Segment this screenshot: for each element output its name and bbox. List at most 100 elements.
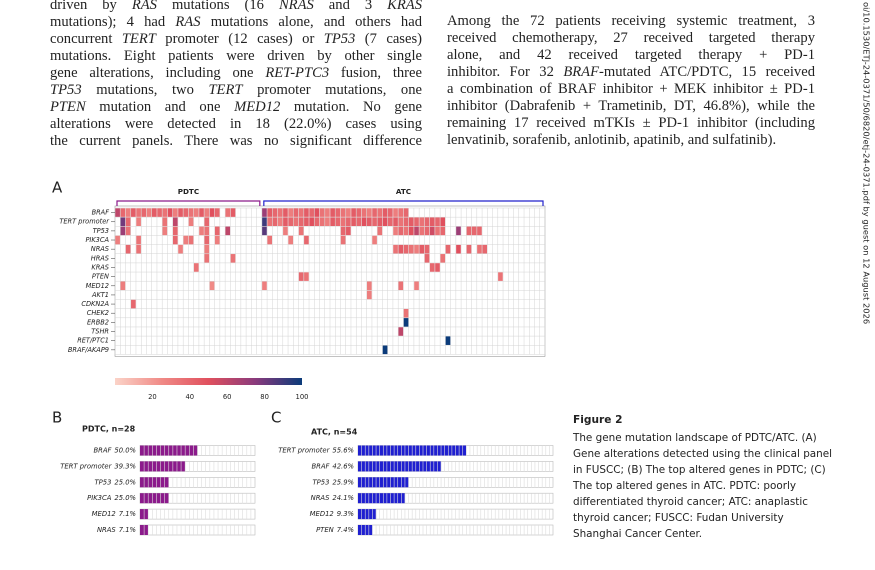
heatmap-cell [115, 208, 120, 217]
caption-line: thyroid cancer; FUSCC: Fudan University [573, 512, 784, 524]
heatmap-cell [267, 208, 273, 217]
value-label: 7.1% [119, 510, 136, 518]
text-run: driven by [50, 0, 132, 13]
bar-label: NRAS 7.1% [97, 526, 136, 534]
heatmap-cell [424, 254, 430, 263]
heatmap-cell [162, 208, 168, 217]
text-run: Among the 72 patients receiving systemic… [447, 13, 815, 29]
heatmap-cell [377, 208, 383, 217]
heatmap-cell [456, 244, 461, 254]
category-label: TP53 [95, 478, 112, 486]
heatmap-cell [230, 254, 236, 263]
colorbar-tick-label: 40 [185, 393, 194, 401]
heatmap-cell [387, 208, 393, 217]
heatmap-cell [445, 336, 451, 345]
heatmap-cell [372, 208, 377, 217]
heatmap-cell [136, 217, 141, 226]
heatmap-cell [136, 244, 141, 254]
panel-label: C [271, 409, 281, 427]
text-line: lenvatinib, sorafenib, anlotinib, apatin… [447, 132, 815, 149]
heatmap-cell [152, 208, 157, 217]
heatmap-cell [414, 217, 419, 226]
heatmap-cell [393, 217, 398, 226]
chart-title: ATC, n=54 [311, 428, 358, 437]
text-run: alone, and 42 received targeted therapy … [447, 47, 815, 63]
bar-label: NRAS 24.1% [311, 494, 354, 502]
text-line: alterations were detected in 18 (22.0%) … [50, 116, 422, 133]
heatmap-cell [183, 235, 189, 245]
heatmap-cell [288, 217, 293, 226]
heatmap-cell [131, 208, 136, 217]
heatmap-cell [398, 281, 404, 291]
heatmap-cell [398, 226, 404, 236]
heatmap-cell [477, 244, 482, 254]
heatmap-cell [199, 226, 204, 236]
heatmap-cell [435, 226, 440, 236]
heatmap-cell [340, 217, 346, 226]
heatmap-cell [304, 217, 309, 226]
bar-label: BRAF 50.0% [93, 447, 136, 455]
heatmap-cell [403, 208, 409, 217]
italic-run: PTEN [50, 99, 86, 115]
text-run: concurrent [50, 31, 122, 47]
value-label: 55.6% [332, 447, 354, 455]
heatmap-cell [330, 208, 335, 217]
row-label: BRAF [92, 209, 110, 217]
text-run: -mutated ATC/PDTC, 15 received [599, 64, 815, 80]
heatmap-cell [435, 217, 440, 226]
heatmap-cell [214, 226, 220, 236]
heatmap-cell [204, 244, 210, 254]
heatmap-cell [277, 208, 283, 217]
heatmap-cell [262, 217, 267, 226]
row-label: BRAF/AKAP9 [68, 346, 109, 354]
heatmap-cell [172, 235, 178, 245]
text-line: concurrent TERT promoter (12 cases) or T… [50, 31, 422, 48]
heatmap-cell [298, 208, 304, 217]
heatmap-cell [340, 226, 346, 236]
italic-run: TERT [121, 31, 156, 47]
heatmap-cell [120, 217, 126, 226]
text-line: remaining 17 received mTKIs ± PD-1 inhib… [447, 115, 815, 132]
heatmap-cell [393, 244, 398, 254]
heatmap-cell [193, 263, 199, 272]
heatmap-cell [314, 217, 320, 226]
row-label: NRAS [91, 245, 109, 253]
panel-label: B [52, 409, 62, 427]
category-label: BRAF [93, 447, 111, 455]
group-bracket [116, 200, 261, 206]
italic-run: TP53 [50, 82, 82, 98]
heatmap-cell [125, 244, 131, 254]
category-label: PTEN [316, 526, 334, 534]
heatmap-cell [309, 208, 314, 217]
chart-title: PDTC, n=28 [82, 425, 136, 434]
italic-run: BRAF [563, 64, 599, 80]
heatmap-cell [146, 208, 152, 217]
text-line: Among the 72 patients receiving systemic… [447, 13, 815, 30]
row-label: TP53 [93, 227, 109, 235]
heatmap-cell [204, 208, 210, 217]
heatmap-cell [403, 308, 409, 318]
heatmap-cell [346, 208, 351, 217]
caption-line: The gene mutation landscape of PDTC/ATC.… [573, 432, 817, 444]
text-line: mutations); 4 had RAS mutations alone, a… [50, 14, 422, 31]
bar [140, 493, 169, 504]
colorbar-tick-label: 80 [260, 393, 269, 401]
italic-run: TP53 [323, 31, 356, 47]
category-label: BRAF [311, 462, 329, 470]
heatmap-cell [356, 208, 362, 217]
category-label: TERT promoter [278, 447, 330, 455]
heatmap-cell [330, 217, 335, 226]
heatmap-cell [125, 217, 131, 226]
value-label: 25.9% [332, 478, 354, 486]
row-label: KRAS [91, 263, 109, 271]
panel-label: A [52, 179, 63, 197]
text-line: a combination of BRAF inhibitor + MEK in… [447, 81, 815, 98]
category-label: PIK3CA [87, 494, 112, 502]
value-label: 7.4% [337, 526, 354, 534]
heatmap-cell [335, 217, 341, 226]
heatmap-cell [283, 217, 288, 226]
heatmap-cell [346, 226, 351, 236]
heatmap-cell [456, 226, 461, 236]
italic-run: RAS [131, 0, 157, 13]
